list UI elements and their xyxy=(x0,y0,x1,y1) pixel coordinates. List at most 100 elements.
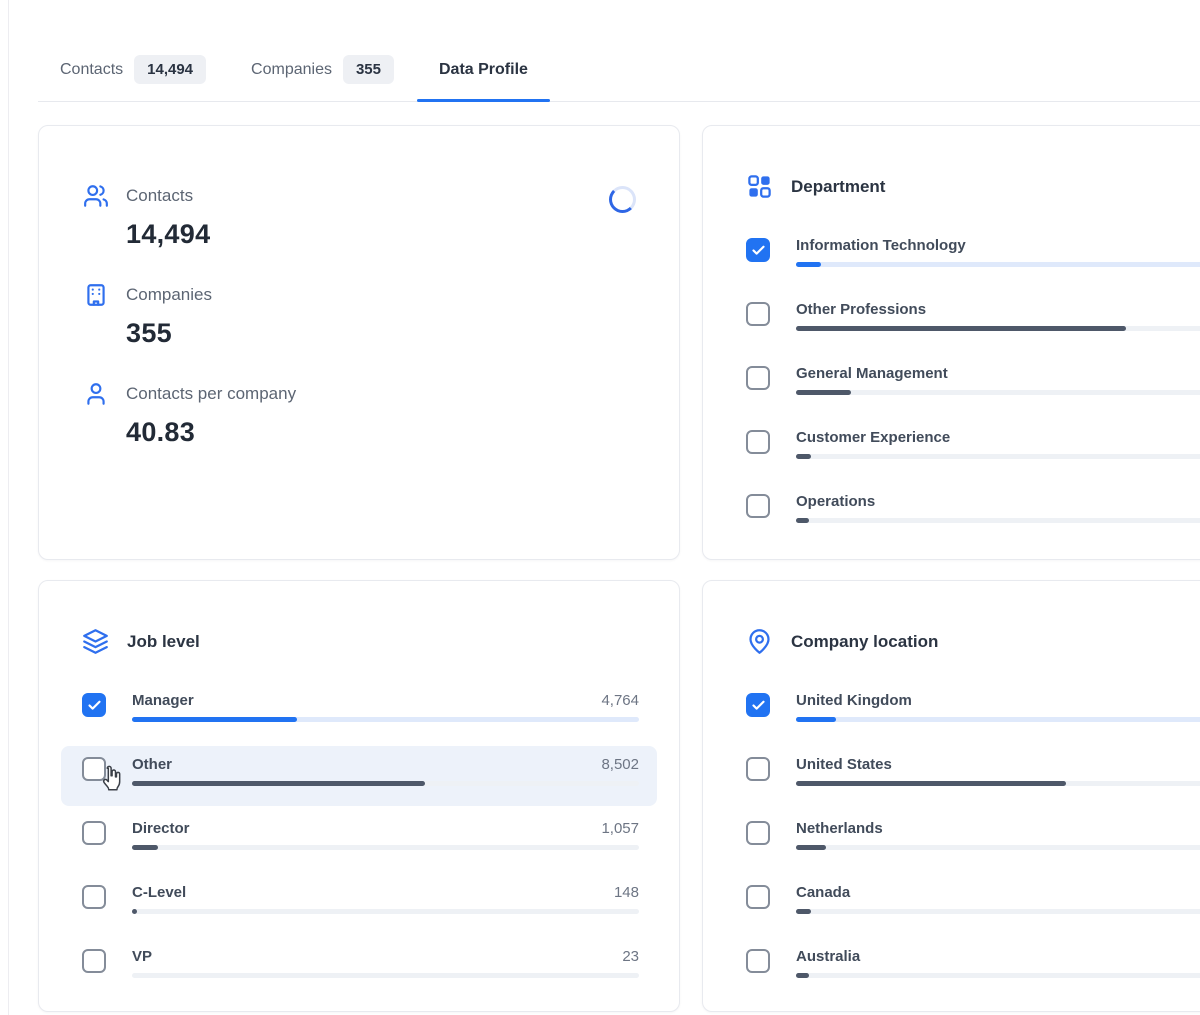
distribution-bar-track xyxy=(796,390,1200,395)
distribution-bar-track xyxy=(132,781,639,786)
pin-icon xyxy=(746,628,773,655)
filter-row-general-management[interactable]: General Management xyxy=(725,355,1200,415)
summary-stat-label: Companies xyxy=(126,285,212,305)
filter-row-other-professions[interactable]: Other Professions xyxy=(725,291,1200,351)
checkbox-unchecked[interactable] xyxy=(746,949,770,973)
distribution-bar-fill xyxy=(132,909,137,914)
checkbox-unchecked[interactable] xyxy=(746,366,770,390)
checkbox-unchecked[interactable] xyxy=(746,494,770,518)
department-card: Department Information Technology Other Pr… xyxy=(702,125,1200,560)
filter-label: Other xyxy=(132,756,172,773)
checkbox-unchecked[interactable] xyxy=(82,821,106,845)
filter-row-australia[interactable]: Australia xyxy=(725,938,1200,998)
distribution-bar-fill xyxy=(132,717,297,722)
tab-data-profile[interactable]: Data Profile xyxy=(417,38,550,101)
distribution-bar-fill xyxy=(796,518,809,523)
distribution-bar-fill xyxy=(796,454,811,459)
tab-bar: Contacts14,494 Companies 355 Data Profile xyxy=(38,38,1200,102)
filter-row-content: C-Level148 xyxy=(132,884,639,926)
filter-row-c-level[interactable]: C-Level148 xyxy=(61,874,657,934)
filter-rows: Manager4,764 Other 8,502 Director 1,057 C-Lev… xyxy=(39,682,679,998)
checkbox-unchecked[interactable] xyxy=(746,885,770,909)
filter-row-content: Operations xyxy=(796,493,1200,535)
checkbox-unchecked[interactable] xyxy=(746,821,770,845)
filter-row-content: VP23 xyxy=(132,948,639,990)
summary-stat-label: Contacts xyxy=(126,186,193,206)
distribution-bar-fill xyxy=(796,262,821,267)
summary-stat-value: 355 xyxy=(126,318,679,349)
filter-row-united-states[interactable]: United States xyxy=(725,746,1200,806)
filter-row-content: Director 1,057 xyxy=(132,820,639,862)
filter-row-information-technology[interactable]: Information Technology xyxy=(725,227,1200,287)
tab-label: Companies xyxy=(251,61,332,79)
filter-row-content: General Management xyxy=(796,365,1200,407)
summary-stat-value: 40.83 xyxy=(126,417,679,448)
building-icon xyxy=(83,282,109,308)
checkbox-unchecked[interactable] xyxy=(82,885,106,909)
filter-label: Operations xyxy=(796,493,875,510)
filter-row-customer-experience[interactable]: Customer Experience xyxy=(725,419,1200,479)
tab-contacts[interactable]: Contacts14,494 xyxy=(60,38,206,101)
checkbox-unchecked[interactable] xyxy=(746,430,770,454)
checkbox-unchecked[interactable] xyxy=(746,757,770,781)
panel-header-job-level: Job level xyxy=(39,581,679,655)
filter-row-content: United States xyxy=(796,756,1200,798)
panel-title: Job level xyxy=(127,632,200,652)
filter-row-operations[interactable]: Operations xyxy=(725,483,1200,543)
panel-title: Company location xyxy=(791,632,938,652)
checkbox-unchecked[interactable] xyxy=(82,949,106,973)
filter-label: General Management xyxy=(796,365,948,382)
filter-label: United States xyxy=(796,756,892,773)
filter-label: Australia xyxy=(796,948,860,965)
distribution-bar-track xyxy=(796,262,1200,267)
panel-title: Department xyxy=(791,177,885,197)
filter-row-other[interactable]: Other 8,502 xyxy=(61,746,657,806)
checkbox-checked[interactable] xyxy=(82,693,106,717)
distribution-bar-track xyxy=(796,845,1200,850)
distribution-bar-track xyxy=(796,717,1200,722)
panel-header-department: Department xyxy=(703,126,1200,200)
person-icon xyxy=(83,381,109,407)
summary-stat-label: Contacts per company xyxy=(126,384,296,404)
distribution-bar-fill xyxy=(796,909,811,914)
filter-row-content: Information Technology xyxy=(796,237,1200,279)
filter-rows: Information Technology Other Professions G… xyxy=(703,227,1200,543)
filter-row-content: United Kingdom xyxy=(796,692,1200,734)
distribution-bar-track xyxy=(132,845,639,850)
filter-label: VP xyxy=(132,948,152,965)
filter-label: Director xyxy=(132,820,190,837)
filter-row-vp[interactable]: VP23 xyxy=(61,938,657,998)
filter-label: United Kingdom xyxy=(796,692,912,709)
filter-row-united-kingdom[interactable]: United Kingdom xyxy=(725,682,1200,742)
checkbox-unchecked[interactable] xyxy=(746,302,770,326)
distribution-bar-track xyxy=(132,909,639,914)
filter-row-canada[interactable]: Canada xyxy=(725,874,1200,934)
tab-count-badge: 355 xyxy=(343,55,394,84)
filter-row-content: Manager4,764 xyxy=(132,692,639,734)
filter-label: Other Professions xyxy=(796,301,926,318)
summary-stat-value: 14,494 xyxy=(126,219,679,250)
distribution-bar-track xyxy=(796,909,1200,914)
filter-label: Information Technology xyxy=(796,237,966,254)
checkbox-checked[interactable] xyxy=(746,693,770,717)
filter-row-manager[interactable]: Manager4,764 xyxy=(61,682,657,742)
filter-row-netherlands[interactable]: Netherlands xyxy=(725,810,1200,870)
filter-row-director[interactable]: Director 1,057 xyxy=(61,810,657,870)
grid-icon xyxy=(746,173,773,200)
distribution-bar-track xyxy=(796,326,1200,331)
filter-count: 8,502 xyxy=(601,756,639,773)
tab-count-badge: 14,494 xyxy=(134,55,206,84)
checkbox-checked[interactable] xyxy=(746,238,770,262)
left-panel-divider xyxy=(8,0,9,1015)
checkbox-unchecked[interactable] xyxy=(82,757,106,781)
loading-spinner xyxy=(609,186,636,213)
filter-count: 1,057 xyxy=(601,820,639,837)
summary-stat-companies: Companies 355 xyxy=(83,282,679,349)
distribution-bar-track xyxy=(796,781,1200,786)
tab-companies[interactable]: Companies 355 xyxy=(251,38,394,101)
filter-rows: United Kingdom United States NetherlandsCa… xyxy=(703,682,1200,998)
layers-icon xyxy=(82,628,109,655)
distribution-bar-track xyxy=(132,717,639,722)
filter-label: Manager xyxy=(132,692,194,709)
distribution-bar-fill xyxy=(796,717,836,722)
